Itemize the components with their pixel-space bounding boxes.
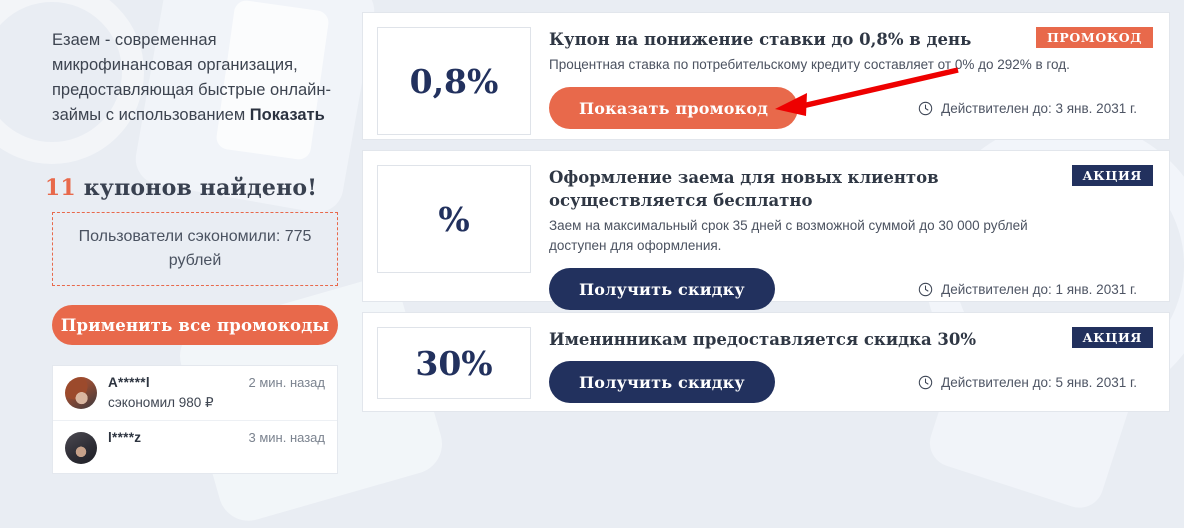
coupon-list: 0,8% Купон на понижение ставки до 0,8% в… bbox=[362, 0, 1184, 450]
shop-description-text: Езаем - современная микрофинансовая орга… bbox=[52, 31, 331, 124]
coupon-content: Купон на понижение ставки до 0,8% в день… bbox=[549, 27, 1153, 129]
apply-all-promocodes-button[interactable]: Применить все промокоды bbox=[52, 305, 338, 345]
coupon-actions: Получить скидку Действителен до: 5 янв. … bbox=[549, 361, 1143, 403]
coupon-amount-badge: 30% bbox=[377, 327, 531, 399]
clock-icon bbox=[918, 375, 933, 389]
clock-icon bbox=[918, 101, 933, 115]
coupon-title: Купон на понижение ставки до 0,8% в день bbox=[549, 30, 972, 49]
users-saved-box: Пользователи сэкономили: 775 рублей bbox=[52, 212, 338, 286]
reviewer-time: 3 мин. назад bbox=[248, 430, 325, 445]
status-badge: АКЦИЯ bbox=[1071, 327, 1153, 348]
clock-icon bbox=[918, 282, 933, 296]
reviewer-name: l****z bbox=[108, 430, 142, 445]
get-discount-button[interactable]: Получить скидку bbox=[549, 268, 775, 310]
reviewer-name: A*****l bbox=[108, 375, 150, 390]
coupon-expiry: Действителен до: 1 янв. 2031 г. bbox=[918, 282, 1137, 297]
coupons-found-count: 11 bbox=[44, 175, 76, 201]
coupons-found-label: купонов найдено! bbox=[83, 175, 318, 201]
avatar bbox=[65, 377, 97, 409]
reviewer-saved-amount: сэкономил 980 ₽ bbox=[108, 395, 214, 410]
coupon-card[interactable]: % Оформление заема для новых клиентов ос… bbox=[362, 150, 1170, 310]
coupon-title: Оформление заема для новых клиентов осущ… bbox=[549, 168, 939, 210]
coupon-content: Именинникам предоставляется скидка 30% П… bbox=[549, 327, 1153, 403]
coupon-expiry-text: Действителен до: 1 янв. 2031 г. bbox=[941, 281, 1137, 297]
coupon-title: Именинникам предоставляется скидка 30% bbox=[549, 330, 977, 349]
show-more-link[interactable]: Показать bbox=[249, 106, 325, 124]
coupon-card[interactable]: 0,8% Купон на понижение ставки до 0,8% в… bbox=[362, 12, 1170, 140]
reviewer-time: 2 мин. назад bbox=[248, 375, 325, 390]
coupon-expiry-text: Действителен до: 5 янв. 2031 г. bbox=[941, 374, 1137, 390]
coupon-amount-badge: 0,8% bbox=[377, 27, 531, 135]
coupon-actions: Показать промокод Действителен до: 3 янв… bbox=[549, 87, 1143, 129]
status-badge: ПРОМОКОД bbox=[1036, 27, 1153, 48]
list-item[interactable]: l****z 3 мин. назад bbox=[53, 421, 337, 473]
list-item-content: l****z 3 мин. назад bbox=[108, 430, 325, 445]
shop-description: Езаем - современная микрофинансовая орга… bbox=[52, 28, 344, 128]
sidebar: Езаем - современная микрофинансовая орга… bbox=[0, 0, 362, 474]
list-item[interactable]: A*****l 2 мин. назад сэкономил 980 ₽ bbox=[53, 366, 337, 421]
coupon-actions: Получить скидку Действителен до: 1 янв. … bbox=[549, 268, 1143, 310]
coupon-description: Заем на максимальный срок 35 дней с возм… bbox=[549, 218, 1028, 253]
coupon-description: Процентная ставка по потребительскому кр… bbox=[549, 57, 1070, 72]
status-badge: АКЦИЯ bbox=[1071, 165, 1153, 186]
coupon-card[interactable]: 30% Именинникам предоставляется скидка 3… bbox=[362, 312, 1170, 412]
get-discount-button[interactable]: Получить скидку bbox=[549, 361, 775, 403]
page-root: Езаем - современная микрофинансовая орга… bbox=[0, 0, 1184, 474]
list-item-content: A*****l 2 мин. назад сэкономил 980 ₽ bbox=[108, 375, 325, 411]
list-item-header: l****z 3 мин. назад bbox=[108, 430, 325, 445]
avatar bbox=[65, 432, 97, 464]
coupon-expiry: Действителен до: 3 янв. 2031 г. bbox=[918, 101, 1137, 116]
show-promocode-button[interactable]: Показать промокод bbox=[549, 87, 799, 129]
coupon-expiry: Действителен до: 5 янв. 2031 г. bbox=[918, 375, 1137, 390]
recent-savings-list: A*****l 2 мин. назад сэкономил 980 ₽ l**… bbox=[52, 365, 338, 474]
coupon-expiry-text: Действителен до: 3 янв. 2031 г. bbox=[941, 100, 1137, 116]
coupon-amount-badge: % bbox=[377, 165, 531, 273]
coupon-content: Оформление заема для новых клиентов осущ… bbox=[549, 165, 1153, 310]
coupons-found-heading: 11 купонов найдено! bbox=[0, 175, 362, 201]
list-item-header: A*****l 2 мин. назад bbox=[108, 375, 325, 390]
